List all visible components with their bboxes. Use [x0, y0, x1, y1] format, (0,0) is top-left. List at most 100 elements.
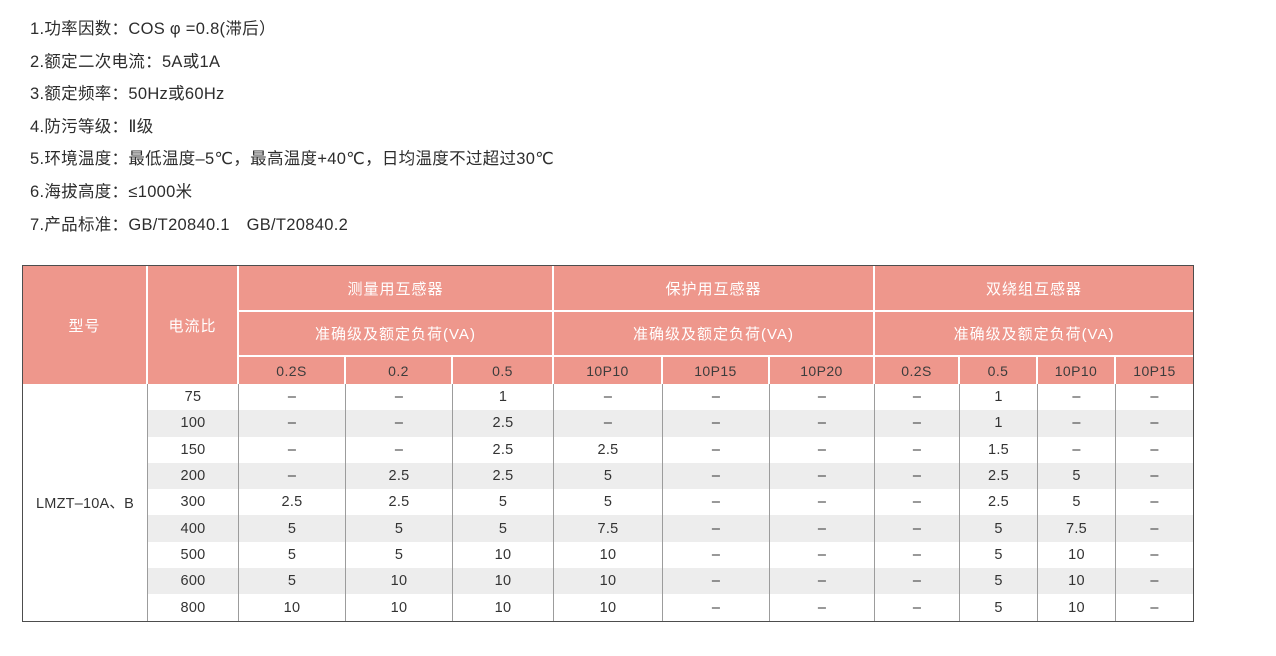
value-cell: –	[663, 568, 770, 595]
value-cell: –	[1116, 541, 1194, 569]
value-cell: –	[1116, 594, 1194, 621]
value-cell: –	[663, 515, 770, 542]
table-row: 200 – 2.5 2.5 5 – – – 2.5 5 –	[23, 462, 1194, 490]
value-cell: –	[875, 568, 960, 595]
value-cell: 10	[453, 594, 554, 621]
value-cell: 7.5	[1038, 515, 1116, 542]
class-header: 10P20	[770, 357, 875, 384]
value-cell: –	[239, 462, 346, 490]
header-row-classes: 0.2S 0.2 0.5 10P10 10P15 10P20 0.2S 0.5 …	[23, 357, 1194, 384]
value-cell: –	[663, 462, 770, 490]
ratio-cell: 300	[148, 489, 239, 516]
spec-list: 1.功率因数：COS φ =0.8(滞后） 2.额定二次电流：5A或1A 3.额…	[30, 13, 554, 241]
class-header: 0.5	[453, 357, 554, 384]
value-cell: 5	[960, 515, 1038, 542]
table-row: 300 2.5 2.5 5 5 – – – 2.5 5 –	[23, 489, 1194, 516]
value-cell: 5	[960, 594, 1038, 621]
ratio-cell: 75	[148, 384, 239, 411]
value-cell: –	[770, 515, 875, 542]
value-cell: 2.5	[453, 462, 554, 490]
value-cell: –	[554, 384, 663, 411]
value-cell: –	[1116, 384, 1194, 411]
value-cell: –	[875, 462, 960, 490]
value-cell: 2.5	[346, 462, 453, 490]
value-cell: 2.5	[960, 462, 1038, 490]
value-cell: 2.5	[239, 489, 346, 516]
value-cell: 2.5	[346, 489, 453, 516]
value-cell: 5	[346, 515, 453, 542]
ratio-cell: 800	[148, 594, 239, 621]
class-header: 0.2S	[875, 357, 960, 384]
value-cell: –	[875, 541, 960, 569]
burden-header-measuring: 准确级及额定负荷(VA)	[239, 312, 554, 357]
value-cell: 10	[453, 541, 554, 569]
value-cell: 5	[960, 568, 1038, 595]
class-header: 10P10	[554, 357, 663, 384]
value-cell: 10	[239, 594, 346, 621]
value-cell: 5	[453, 515, 554, 542]
ratio-cell: 600	[148, 568, 239, 595]
rating-table: 型号 电流比 测量用互感器 保护用互感器 双绕组互感器 准确级及额定负荷(VA)…	[22, 265, 1195, 622]
value-cell: 2.5	[960, 489, 1038, 516]
group-header-measuring: 测量用互感器	[239, 266, 554, 312]
model-cell: LMZT–10A、B	[23, 384, 148, 621]
spec-line-pollution-class: 4.防污等级：Ⅱ级	[30, 117, 154, 136]
table-row: 500 5 5 10 10 – – – 5 10 –	[23, 541, 1194, 569]
table-row: 400 5 5 5 7.5 – – – 5 7.5 –	[23, 515, 1194, 542]
value-cell: –	[770, 489, 875, 516]
ratio-cell: 500	[148, 541, 239, 569]
value-cell: –	[1116, 489, 1194, 516]
value-cell: –	[1116, 462, 1194, 490]
value-cell: –	[554, 410, 663, 437]
ratio-cell: 150	[148, 436, 239, 463]
table-row: 150 – – 2.5 2.5 – – – 1.5 – –	[23, 436, 1194, 463]
spec-line-altitude: 6.海拔高度：≤1000米	[30, 182, 193, 201]
value-cell: 10	[453, 568, 554, 595]
value-cell: –	[875, 436, 960, 463]
value-cell: 5	[346, 541, 453, 569]
col-header-ratio: 电流比	[148, 266, 239, 384]
value-cell: –	[239, 410, 346, 437]
value-cell: –	[770, 462, 875, 490]
ratio-cell: 100	[148, 410, 239, 437]
value-cell: –	[1116, 568, 1194, 595]
class-header: 10P15	[1116, 357, 1194, 384]
value-cell: –	[770, 384, 875, 411]
value-cell: –	[875, 515, 960, 542]
ratio-cell: 200	[148, 462, 239, 490]
value-cell: 5	[1038, 462, 1116, 490]
value-cell: 5	[453, 489, 554, 516]
value-cell: 10	[554, 541, 663, 569]
group-header-protection: 保护用互感器	[554, 266, 875, 312]
value-cell: –	[770, 436, 875, 463]
value-cell: 5	[239, 568, 346, 595]
value-cell: 5	[554, 489, 663, 516]
value-cell: 7.5	[554, 515, 663, 542]
value-cell: 2.5	[554, 436, 663, 463]
value-cell: –	[770, 568, 875, 595]
value-cell: 10	[554, 594, 663, 621]
value-cell: –	[875, 384, 960, 411]
class-header: 10P15	[663, 357, 770, 384]
value-cell: –	[1116, 436, 1194, 463]
table-row: 100 – – 2.5 – – – – 1 – –	[23, 410, 1194, 437]
class-header: 0.5	[960, 357, 1038, 384]
value-cell: 2.5	[453, 436, 554, 463]
table-row: 800 10 10 10 10 – – – 5 10 –	[23, 594, 1194, 621]
value-cell: –	[770, 410, 875, 437]
value-cell: –	[346, 436, 453, 463]
value-cell: 10	[346, 568, 453, 595]
value-cell: –	[663, 594, 770, 621]
value-cell: 2.5	[453, 410, 554, 437]
value-cell: –	[875, 410, 960, 437]
burden-header-protection: 准确级及额定负荷(VA)	[554, 312, 875, 357]
value-cell: –	[663, 489, 770, 516]
spec-line-ambient-temp: 5.环境温度：最低温度–5℃，最高温度+40℃，日均温度不过超过30℃	[30, 150, 555, 169]
value-cell: 10	[1038, 568, 1116, 595]
value-cell: –	[663, 384, 770, 411]
spec-line-standard: 7.产品标准：GB/T20840.1 GB/T20840.2	[30, 215, 349, 234]
value-cell: –	[663, 410, 770, 437]
col-header-model: 型号	[23, 266, 148, 384]
rating-table-wrap: 型号 电流比 测量用互感器 保护用互感器 双绕组互感器 准确级及额定负荷(VA)…	[22, 265, 1195, 622]
